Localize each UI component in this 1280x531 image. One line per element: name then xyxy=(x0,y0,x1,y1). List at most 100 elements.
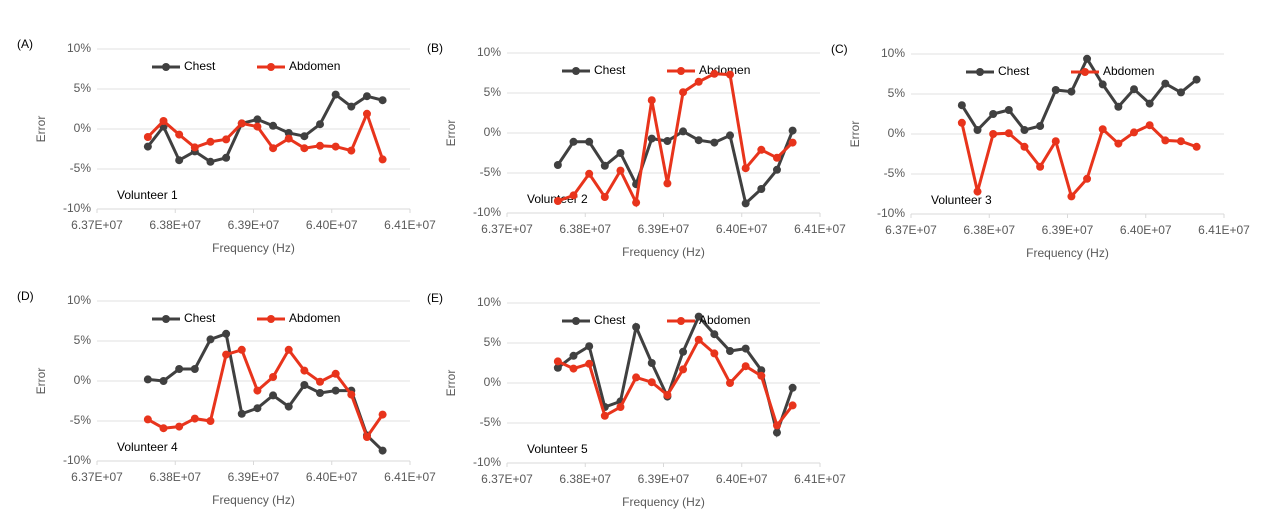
data-point xyxy=(269,373,278,381)
data-point xyxy=(788,383,797,392)
data-point xyxy=(710,349,719,358)
data-point xyxy=(1051,137,1060,146)
data-point xyxy=(378,446,387,455)
legend-label: Abdomen xyxy=(699,313,750,327)
data-point xyxy=(159,117,168,125)
y-tick-label: -10% xyxy=(473,455,501,469)
data-point xyxy=(710,138,719,147)
data-point xyxy=(616,166,625,175)
annotation: Volunteer 1 xyxy=(117,188,178,202)
legend-label: Chest xyxy=(184,311,216,325)
x-tick-label: 6.39E+07 xyxy=(638,222,690,236)
x-tick-label: 6.40E+07 xyxy=(1120,223,1172,237)
data-point xyxy=(1130,128,1139,137)
data-point xyxy=(553,161,562,169)
data-point xyxy=(284,129,293,137)
legend-label: Chest xyxy=(594,63,626,77)
x-axis-title: Frequency (Hz) xyxy=(1026,246,1109,260)
y-tick-label: 5% xyxy=(74,333,92,347)
x-tick-label: 6.38E+07 xyxy=(963,223,1015,237)
data-point xyxy=(569,351,578,360)
series-line xyxy=(960,55,1198,133)
data-point xyxy=(741,344,750,353)
x-axis-title: Frequency (Hz) xyxy=(212,493,295,507)
data-point xyxy=(269,144,278,153)
data-point xyxy=(175,156,184,165)
series-line xyxy=(557,337,794,429)
legend-marker xyxy=(572,317,580,325)
data-point xyxy=(206,137,215,146)
legend-marker xyxy=(677,317,685,325)
data-point xyxy=(553,357,562,366)
series-line xyxy=(146,92,383,164)
x-axis-title: Frequency (Hz) xyxy=(622,245,705,259)
y-tick-label: -5% xyxy=(480,415,502,429)
data-point xyxy=(1176,88,1185,97)
data-point xyxy=(362,109,371,118)
data-point xyxy=(222,350,231,359)
y-tick-label: -10% xyxy=(63,201,91,215)
data-point xyxy=(1067,192,1076,201)
x-tick-label: 6.40E+07 xyxy=(306,218,358,232)
x-tick-label: 6.38E+07 xyxy=(149,470,201,484)
series-line xyxy=(146,109,385,160)
data-point xyxy=(253,115,262,124)
data-point xyxy=(585,137,594,146)
data-point xyxy=(616,403,625,411)
data-point xyxy=(190,365,199,373)
y-tick-label: 10% xyxy=(881,46,905,60)
x-tick-label: 6.39E+07 xyxy=(228,218,280,232)
data-point xyxy=(663,391,672,399)
legend-marker xyxy=(572,67,580,75)
y-tick-label: -5% xyxy=(70,161,92,175)
y-tick-label: 10% xyxy=(67,41,91,55)
y-tick-label: -5% xyxy=(480,165,502,179)
annotation: Volunteer 3 xyxy=(931,193,992,207)
x-tick-label: 6.38E+07 xyxy=(149,218,201,232)
data-point xyxy=(772,428,781,437)
x-tick-label: 6.37E+07 xyxy=(71,218,123,232)
series-line xyxy=(557,72,794,208)
y-tick-label: 5% xyxy=(484,335,502,349)
data-point xyxy=(585,359,594,368)
data-point xyxy=(679,365,688,374)
data-point xyxy=(269,121,278,130)
legend-label: Chest xyxy=(594,313,626,327)
data-point xyxy=(973,126,982,134)
x-tick-label: 6.37E+07 xyxy=(481,222,533,236)
data-point xyxy=(663,137,672,145)
legend-marker xyxy=(267,315,275,323)
legend-label: Chest xyxy=(184,59,216,73)
data-point xyxy=(362,433,371,441)
y-tick-label: -10% xyxy=(877,206,905,220)
data-point xyxy=(300,366,309,375)
y-tick-label: 5% xyxy=(484,85,502,99)
series-line xyxy=(147,347,384,441)
data-point xyxy=(159,424,168,433)
data-point xyxy=(772,421,781,430)
data-point xyxy=(600,193,609,201)
data-point xyxy=(710,330,719,339)
y-tick-label: 0% xyxy=(74,121,92,135)
data-point xyxy=(553,363,562,372)
data-point xyxy=(190,143,199,152)
y-tick-label: -5% xyxy=(70,413,92,427)
panel-label: (A) xyxy=(17,37,33,51)
x-tick-label: 6.38E+07 xyxy=(559,472,611,486)
data-point xyxy=(206,335,215,344)
panel-label: (D) xyxy=(17,289,34,303)
data-point xyxy=(788,126,797,135)
x-tick-label: 6.41E+07 xyxy=(794,222,846,236)
panel-label: (B) xyxy=(427,41,443,55)
data-point xyxy=(269,391,278,400)
data-point xyxy=(632,373,641,382)
data-point xyxy=(222,329,231,338)
data-point xyxy=(1020,126,1029,134)
data-point xyxy=(300,381,309,389)
data-point xyxy=(788,401,797,410)
data-point xyxy=(600,411,609,420)
y-tick-label: -10% xyxy=(473,205,501,219)
y-axis-title: Error xyxy=(444,370,458,397)
data-point xyxy=(253,386,262,395)
